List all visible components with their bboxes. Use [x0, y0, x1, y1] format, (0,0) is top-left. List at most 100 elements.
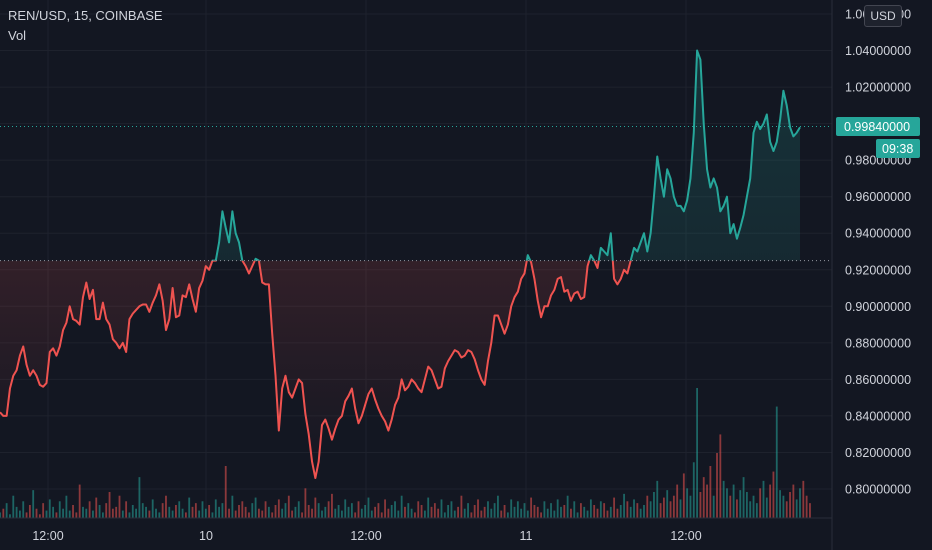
volume-bar	[340, 510, 343, 518]
volume-bar	[248, 512, 250, 518]
time-axis[interactable]: 12:00 10 12:00 11 12:00	[32, 529, 701, 543]
volume-bar	[659, 503, 662, 518]
price-tick-label: 0.80000000	[845, 483, 911, 497]
volume-bar	[357, 501, 360, 518]
volume-bar	[805, 495, 808, 518]
volume-bar	[394, 501, 396, 518]
volume-bar	[131, 505, 134, 518]
volume-bar	[148, 510, 151, 518]
volume-bar	[214, 499, 217, 518]
volume-bar	[540, 512, 542, 518]
volume-bar	[254, 497, 257, 518]
volume-bar	[692, 462, 695, 518]
volume-bar	[98, 505, 101, 518]
volume-bar	[194, 503, 197, 518]
volume-bar	[28, 505, 31, 518]
volume-bar	[785, 501, 788, 518]
price-axis[interactable]: 1.060000001.040000001.020000001.00000000…	[845, 8, 911, 497]
volume-bar	[334, 508, 337, 518]
volume-bar	[789, 492, 791, 518]
volume-bar	[241, 501, 244, 518]
volume-bar	[809, 503, 811, 518]
volume-bar	[15, 506, 18, 518]
volume-bar	[125, 501, 128, 518]
volume-bar	[404, 506, 406, 518]
volume-bar	[649, 501, 652, 518]
price-tick-label: 0.92000000	[845, 263, 911, 277]
volume-bar	[55, 512, 58, 518]
volume-bar	[234, 510, 237, 518]
price-tag-value: 0.99840000	[844, 120, 910, 134]
volume-bar	[238, 505, 240, 518]
volume-bar	[453, 510, 456, 518]
volume-bar	[699, 492, 702, 518]
volume-bar	[689, 495, 692, 518]
volume-bar	[384, 499, 386, 518]
volume-bar	[354, 512, 357, 518]
currency-button[interactable]: USD	[864, 5, 902, 27]
price-tick-label: 0.88000000	[845, 336, 911, 350]
volume-bar	[427, 497, 430, 518]
volume-bar	[500, 510, 503, 518]
volume-bar	[48, 499, 51, 518]
volume-bar	[662, 497, 665, 518]
volume-bar	[141, 503, 144, 518]
volume-bar	[151, 499, 154, 518]
time-tick-label: 11	[520, 529, 533, 543]
volume-bar	[78, 484, 81, 518]
volume-bar	[745, 492, 748, 518]
price-tick-label: 0.96000000	[845, 190, 911, 204]
volume-bar	[344, 499, 347, 518]
volume-legend[interactable]: Vol	[8, 28, 27, 43]
volume-bar	[643, 505, 645, 518]
volume-bar	[118, 495, 121, 518]
volume-bar	[65, 495, 68, 518]
volume-bar	[755, 503, 758, 518]
volume-bar	[493, 503, 496, 518]
volume-bar	[477, 499, 479, 518]
volume-bar	[420, 505, 423, 518]
volume-bar	[231, 495, 234, 518]
volume-bar	[556, 499, 559, 518]
volume-bar	[165, 495, 167, 518]
volume-bar	[490, 508, 493, 518]
volume-bar	[178, 501, 181, 518]
volume-bar	[656, 480, 659, 518]
volume-bar	[274, 505, 277, 518]
volume-bar	[536, 506, 539, 518]
volume-bar	[390, 505, 393, 518]
volume-bar	[115, 506, 118, 518]
volume-bar	[251, 503, 254, 518]
volume-bar	[121, 510, 124, 518]
volume-bar	[19, 510, 21, 518]
volume-bar	[563, 505, 566, 518]
volume-bar	[487, 501, 489, 518]
volume-bar	[35, 508, 38, 518]
volume-bar	[736, 499, 738, 518]
volume-bar	[22, 501, 25, 518]
volume-bar	[716, 453, 718, 518]
volume-bar	[626, 501, 629, 518]
time-tick-label: 12:00	[670, 529, 701, 543]
time-tick-label: 12:00	[350, 529, 381, 543]
symbol-title[interactable]: REN/USD, 15, COINBASE	[8, 8, 163, 23]
volume-bar	[516, 501, 519, 518]
volume-bar	[739, 490, 742, 518]
volume-bar	[380, 512, 383, 518]
volume-bar	[304, 488, 307, 518]
volume-bar	[82, 506, 84, 518]
volume-bar	[138, 477, 141, 518]
volume-bar	[58, 501, 61, 518]
volume-bar	[204, 508, 207, 518]
volume-bar	[105, 503, 108, 518]
volume-bar	[696, 388, 699, 518]
volume-bar	[284, 503, 287, 518]
volume-bar	[301, 512, 303, 518]
volume-bar	[410, 508, 413, 518]
volume-bar	[629, 506, 632, 518]
volume-bar	[191, 506, 194, 518]
volume-bar	[175, 505, 177, 518]
volume-bar	[101, 512, 104, 518]
